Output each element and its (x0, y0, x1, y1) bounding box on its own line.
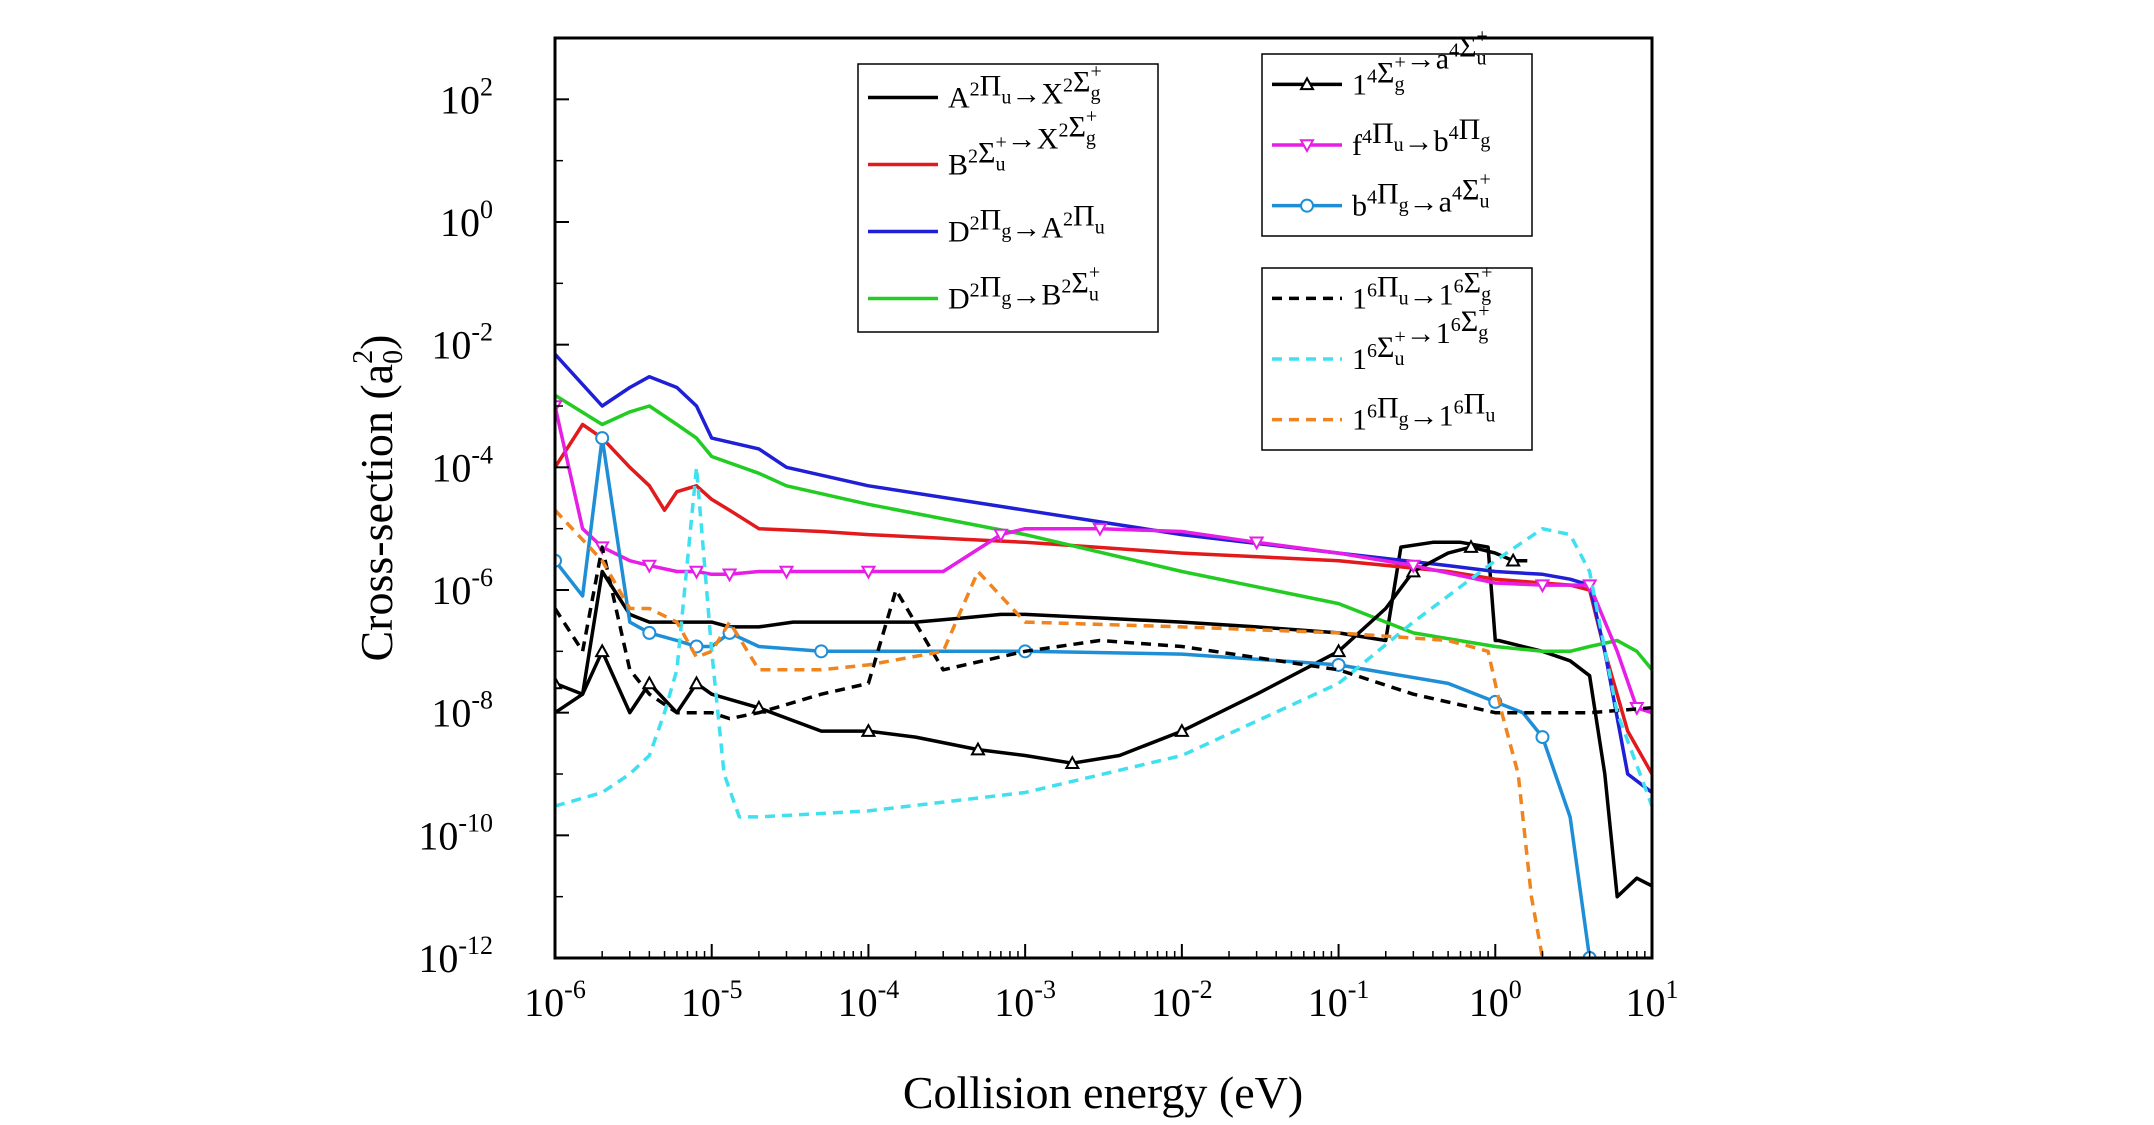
y-tick-label: 10-12 (418, 931, 493, 981)
legend-marker-14Sg_a4Su (1299, 76, 1315, 91)
series-line-16Pu_16Sg (555, 545, 1652, 721)
series-marker-f4Pu_b4Pg (1405, 559, 1422, 574)
series-marker-b4Pg_a4Su (814, 644, 829, 659)
legend-label: f4Πu→b4Πg (1352, 113, 1490, 162)
x-tick-label: 101 (1626, 975, 1679, 1025)
series-line-f4Pu_b4Pg (555, 405, 1652, 715)
series-marker-f4Pu_b4Pg (641, 559, 658, 574)
legend-label: 16Σu+→16Σg+ (1352, 300, 1490, 376)
series-marker-f4Pu_b4Pg (688, 565, 705, 580)
series-marker-f4Pu_b4Pg (1534, 579, 1551, 594)
y-tick-label: 10-2 (431, 318, 493, 368)
series-marker-14Sg_a4Su (860, 723, 877, 737)
series-marker-f4Pu_b4Pg (993, 528, 1009, 543)
series-marker-b4Pg_a4Su (595, 431, 610, 446)
x-tick-label: 10-1 (1308, 975, 1370, 1025)
x-tick-label: 10-4 (838, 975, 900, 1025)
x-tick-label: 10-6 (524, 975, 586, 1025)
x-tick-label: 100 (1469, 975, 1522, 1025)
x-tick-label: 10-5 (681, 975, 743, 1025)
series-marker-14Sg_a4Su (1174, 723, 1190, 737)
legend-label: D2Πg→B2Σu+ (948, 262, 1100, 316)
x-tick-label: 10-3 (994, 975, 1056, 1025)
legend-label: 16Πg→16Πu (1352, 388, 1495, 437)
series-line-B2Su_X2Sg (555, 422, 1652, 775)
y-tick-label: 102 (440, 72, 493, 122)
series-marker-14Sg_a4Su (594, 643, 610, 658)
legend-label: A2Πu→X2Σg+ (948, 61, 1102, 115)
series-layer (555, 353, 1652, 958)
x-axis-title: Collision energy (eV) (903, 1067, 1303, 1118)
series-marker-14Sg_a4Su (1330, 643, 1347, 658)
series-marker-f4Pu_b4Pg (1248, 536, 1265, 551)
y-tick-label: 10-8 (431, 686, 493, 736)
series-marker-14Sg_a4Su (970, 741, 986, 756)
series-marker-b4Pg_a4Su (1535, 730, 1550, 745)
series-line-16Pg_16Pu (555, 509, 1545, 958)
series-line-14Sg_a4Su (555, 545, 1528, 765)
series-marker-14Sg_a4Su (1064, 755, 1081, 769)
series-marker-f4Pu_b4Pg (1092, 522, 1108, 537)
legend-layer: A2Πu→X2Σg+B2Σu+→X2Σg+ D2Πg→A2Πu D2Πg→B2Σu+… (857, 25, 1533, 451)
series-line-A2Pu_X2Sg (555, 540, 1652, 899)
legend-label: b4Πg→a4Σu+ (1352, 169, 1491, 223)
series-marker-f4Pu_b4Pg (778, 565, 795, 580)
y-tick-label: 10-6 (431, 563, 493, 613)
series-line-D2Pg_A2Pu (555, 353, 1652, 794)
y-tick-label: 10-10 (418, 808, 493, 858)
legend-label: 14Σg+→a4Σu+ (1352, 25, 1488, 101)
legend-marker-b4Pg_a4Su (1300, 198, 1314, 213)
ticks-layer: 10-6 10-5 10-4 10-3 10-2 10-1 100 101 102 100 10-2… (418, 37, 1679, 1025)
series-marker-14Sg_a4Su (641, 675, 658, 690)
series-line-D2Pg_B2Su (555, 393, 1652, 671)
series-marker-f4Pu_b4Pg (860, 565, 877, 580)
series-marker-14Sg_a4Su (1505, 552, 1521, 567)
y-tick-label: 100 (440, 195, 493, 245)
legend-marker-f4Pu_b4Pg (1299, 139, 1315, 154)
legend-box (857, 63, 1159, 333)
series-marker-14Sg_a4Su (1463, 539, 1479, 553)
series-marker-f4Pu_b4Pg (721, 568, 738, 583)
legend-label: B2Σu+→X2Σg+ (948, 106, 1097, 182)
y-tick-label: 10-4 (431, 440, 493, 490)
x-tick-label: 10-2 (1151, 975, 1213, 1025)
legend-label: 16Πu→16Σg+ (1352, 261, 1492, 315)
series-marker-14Sg_a4Su (688, 675, 705, 690)
y-axis-title: Cross-section (a02) (348, 335, 409, 662)
series-marker-b4Pg_a4Su (642, 625, 657, 640)
legend-label: D2Πg→A2Πu (948, 200, 1105, 249)
plot-frame (553, 36, 1654, 960)
